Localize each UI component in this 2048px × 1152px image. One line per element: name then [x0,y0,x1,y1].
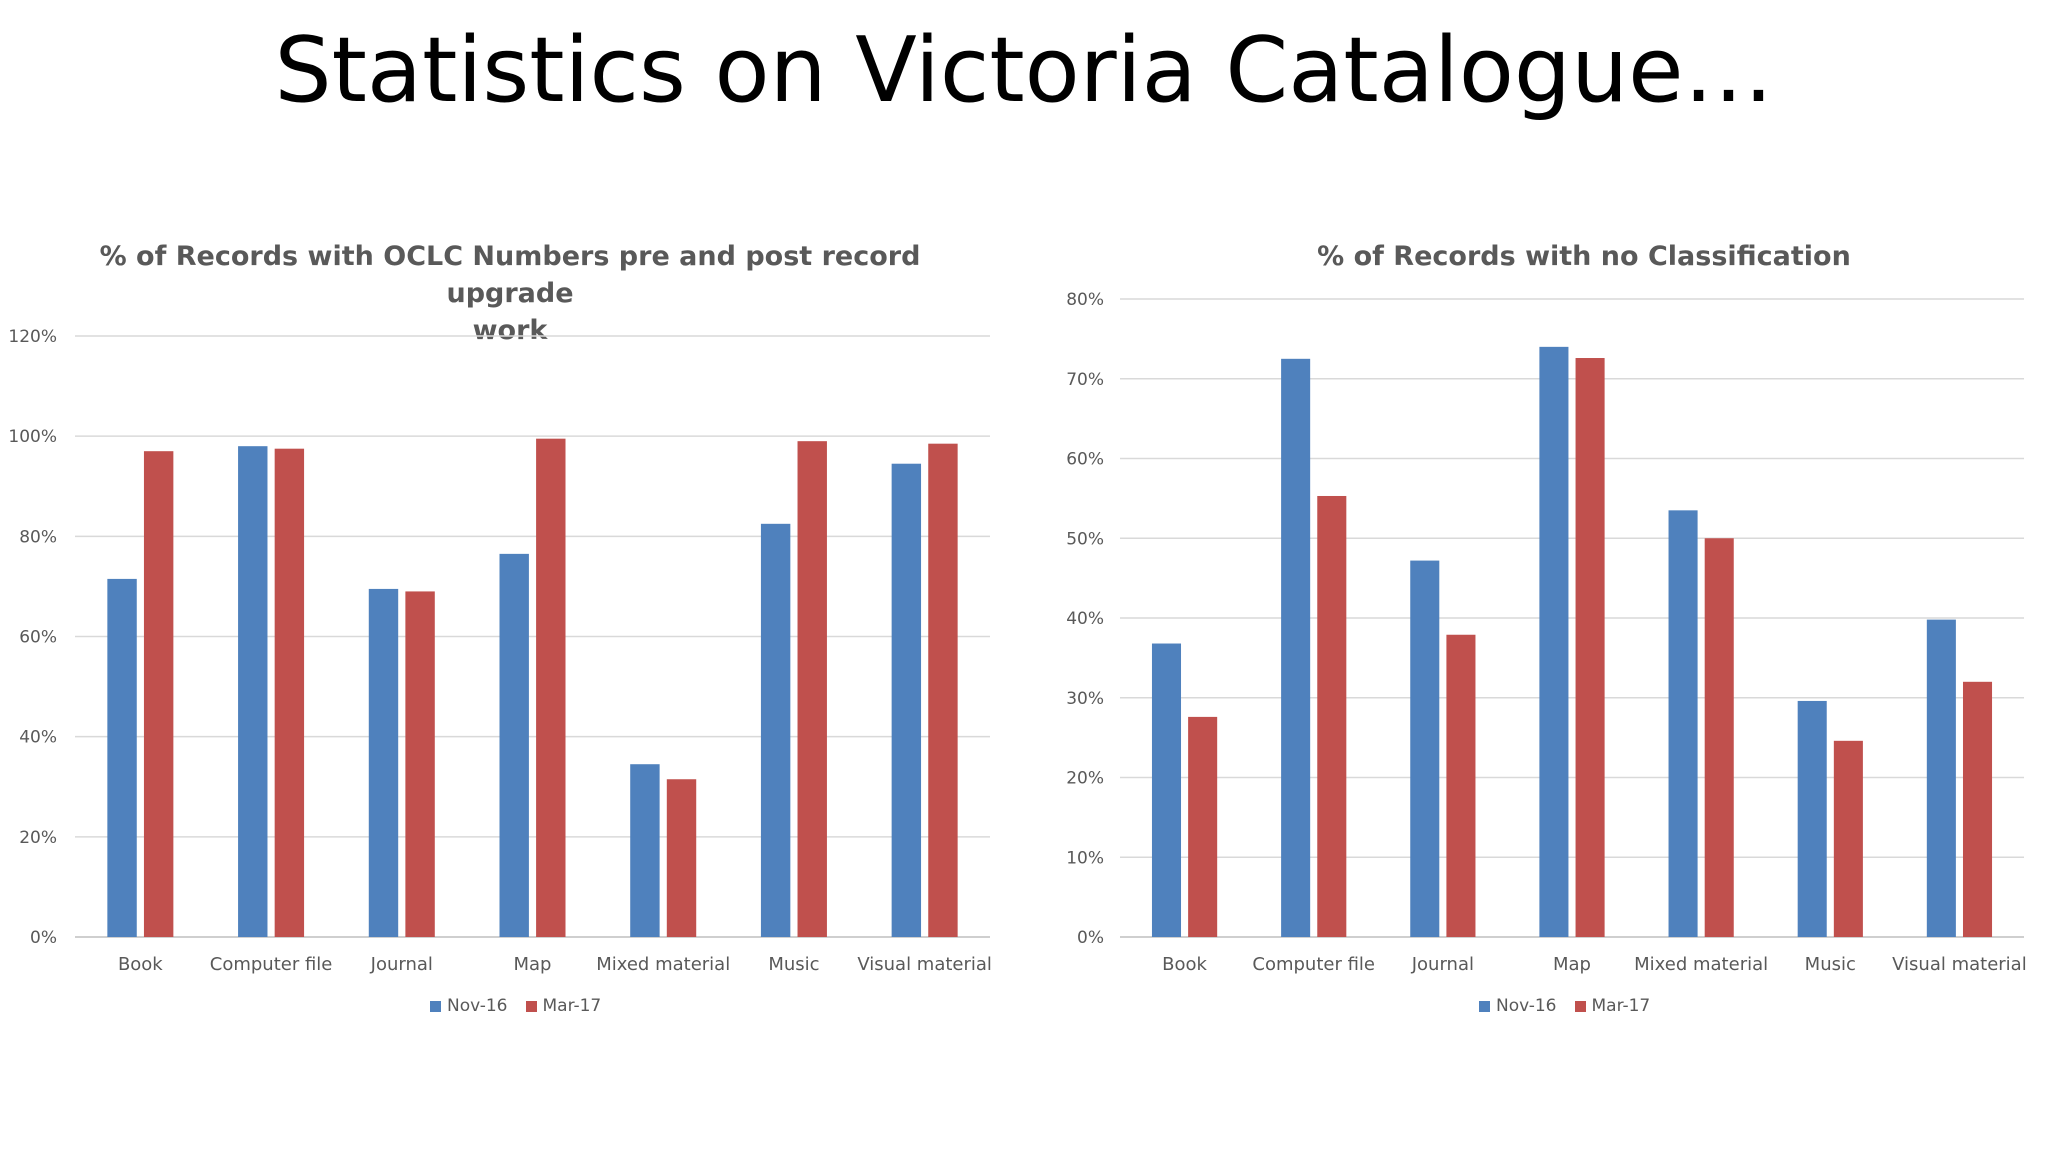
x-category-label: Journal [1411,954,1474,975]
x-category-label: Journal [370,954,433,975]
legend-label-nov16: Nov-16 [447,996,508,1016]
bar-mar17 [1962,681,1993,937]
x-category-label: Visual material [857,954,992,975]
x-category-label: Book [118,954,163,975]
x-category-label: Book [1162,954,1207,975]
legend-swatch-nov16 [430,1000,441,1012]
y-tick-label: 40% [19,728,57,748]
bar-nov16 [499,553,529,937]
y-tick-label: 80% [19,527,57,547]
y-tick-label: 30% [1066,689,1104,709]
y-tick-label: 100% [8,427,57,447]
y-tick-label: 40% [1066,609,1104,629]
y-tick-label: 0% [1077,928,1104,948]
bar-mar17 [274,448,305,937]
legend-label-nov16: Nov-16 [1496,996,1557,1016]
bar-nov16 [1410,560,1440,937]
legend-item-nov16: Nov-16 [430,996,508,1016]
x-category-label: Visual material [1892,954,2027,975]
legend-label-mar17: Mar-17 [1591,996,1651,1016]
legend-swatch-nov16 [1479,1000,1490,1012]
legend-swatch-mar17 [1574,1000,1586,1012]
bar-mar17 [928,443,958,937]
chart-plot: 0% 10% 20% 30% 40% 50% 60% 70% 80% Book Computer f… [1066,290,2027,975]
chart-oclc-numbers: % of Records with OCLC Numbers pre and p… [8,238,992,1016]
bar-nov16 [760,523,791,937]
x-category-label: Map [1553,954,1591,975]
legend-item-nov16: Nov-16 [1479,996,1557,1016]
y-tick-label: 80% [1066,290,1104,310]
y-tick-label: 70% [1066,370,1104,390]
y-tick-label: 50% [1066,529,1104,549]
bar-mar17 [1575,358,1605,937]
x-category-label: Computer file [210,954,333,975]
x-category-label: Mixed material [1634,954,1768,975]
bar-mar17 [143,451,174,937]
bar-nov16 [1539,346,1569,938]
chart-title-line-2: work [472,315,548,346]
chart-legend: Nov-16 Mar-17 [430,996,601,1016]
y-tick-label: 60% [1066,450,1104,470]
chart-plot: 0% 20% 40% 60% 80% 100% 120% Book Computer file J… [8,327,992,975]
y-tick-label: 120% [8,327,57,347]
chart-title: % of Records with no Classification [1084,238,2048,275]
chart-no-classification: % of Records with no Classification 0% 10… [1024,0,2048,1152]
bar-mar17 [1704,538,1734,937]
bar-nov16 [1797,700,1827,937]
bar-mar17 [1833,740,1863,937]
x-category-label: Music [1805,954,1856,975]
bar-nov16 [630,764,660,937]
bar-nov16 [1668,510,1698,937]
y-tick-label: 0% [30,928,57,948]
bar-mar17 [1188,716,1218,937]
x-category-label: Map [514,954,552,975]
legend-swatch-mar17 [525,1000,537,1012]
bar-nov16 [1926,619,1956,937]
chart-title: % of Records with OCLC Numbers pre and p… [60,238,960,349]
x-category-label: Mixed material [596,954,730,975]
bar-nov16 [1151,643,1182,937]
chart-title-line-1: % of Records with OCLC Numbers pre and p… [99,241,921,309]
slide-title: Statistics on Victoria Catalogue… [274,18,1774,123]
x-category-label: Computer file [1252,954,1375,975]
chart-legend: Nov-16 Mar-17 [1479,996,1650,1016]
bar-nov16 [368,588,399,937]
x-category-label: Music [768,954,819,975]
bar-nov16 [238,446,268,937]
bar-nov16 [107,578,137,937]
bar-mar17 [1446,634,1476,937]
bar-mar17 [536,438,566,937]
y-tick-label: 20% [1066,769,1104,789]
chart-title-line-1: % of Records with no Classification [1317,241,1851,272]
legend-item-mar17: Mar-17 [1574,996,1651,1016]
bar-mar17 [405,591,435,937]
bar-nov16 [1281,358,1311,937]
bar-mar17 [1317,495,1347,937]
y-tick-label: 60% [19,628,57,648]
bar-mar17 [797,441,827,937]
bar-mar17 [666,779,697,937]
y-tick-label: 20% [19,828,57,848]
legend-label-mar17: Mar-17 [542,996,602,1016]
y-tick-label: 10% [1066,848,1104,868]
legend-item-mar17: Mar-17 [525,996,602,1016]
bar-nov16 [891,463,922,937]
